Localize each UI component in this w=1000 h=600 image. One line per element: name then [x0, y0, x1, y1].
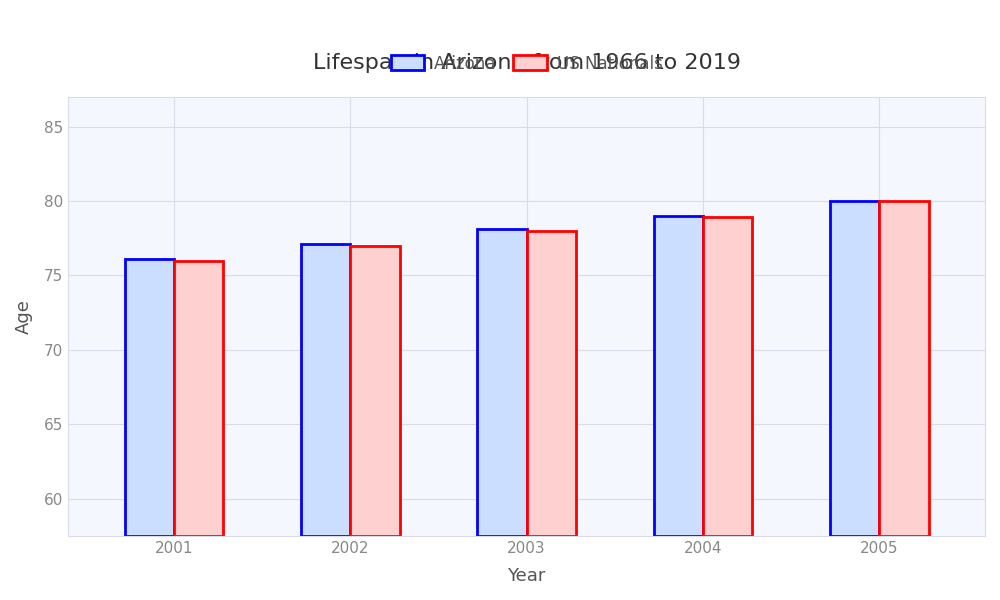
Bar	[125, 259, 174, 536]
Bar	[174, 260, 223, 536]
Bar	[703, 217, 752, 536]
X-axis label: Year: Year	[507, 567, 546, 585]
Bar	[879, 201, 929, 536]
Legend: Arizona, US Nationals: Arizona, US Nationals	[384, 48, 669, 79]
Bar	[301, 244, 350, 536]
Bar	[527, 231, 576, 536]
Bar	[477, 229, 527, 536]
Title: Lifespan in Arizona from 1966 to 2019: Lifespan in Arizona from 1966 to 2019	[313, 53, 741, 73]
Bar	[350, 245, 400, 536]
Y-axis label: Age: Age	[15, 299, 33, 334]
Bar	[830, 201, 879, 536]
Bar	[654, 216, 703, 536]
